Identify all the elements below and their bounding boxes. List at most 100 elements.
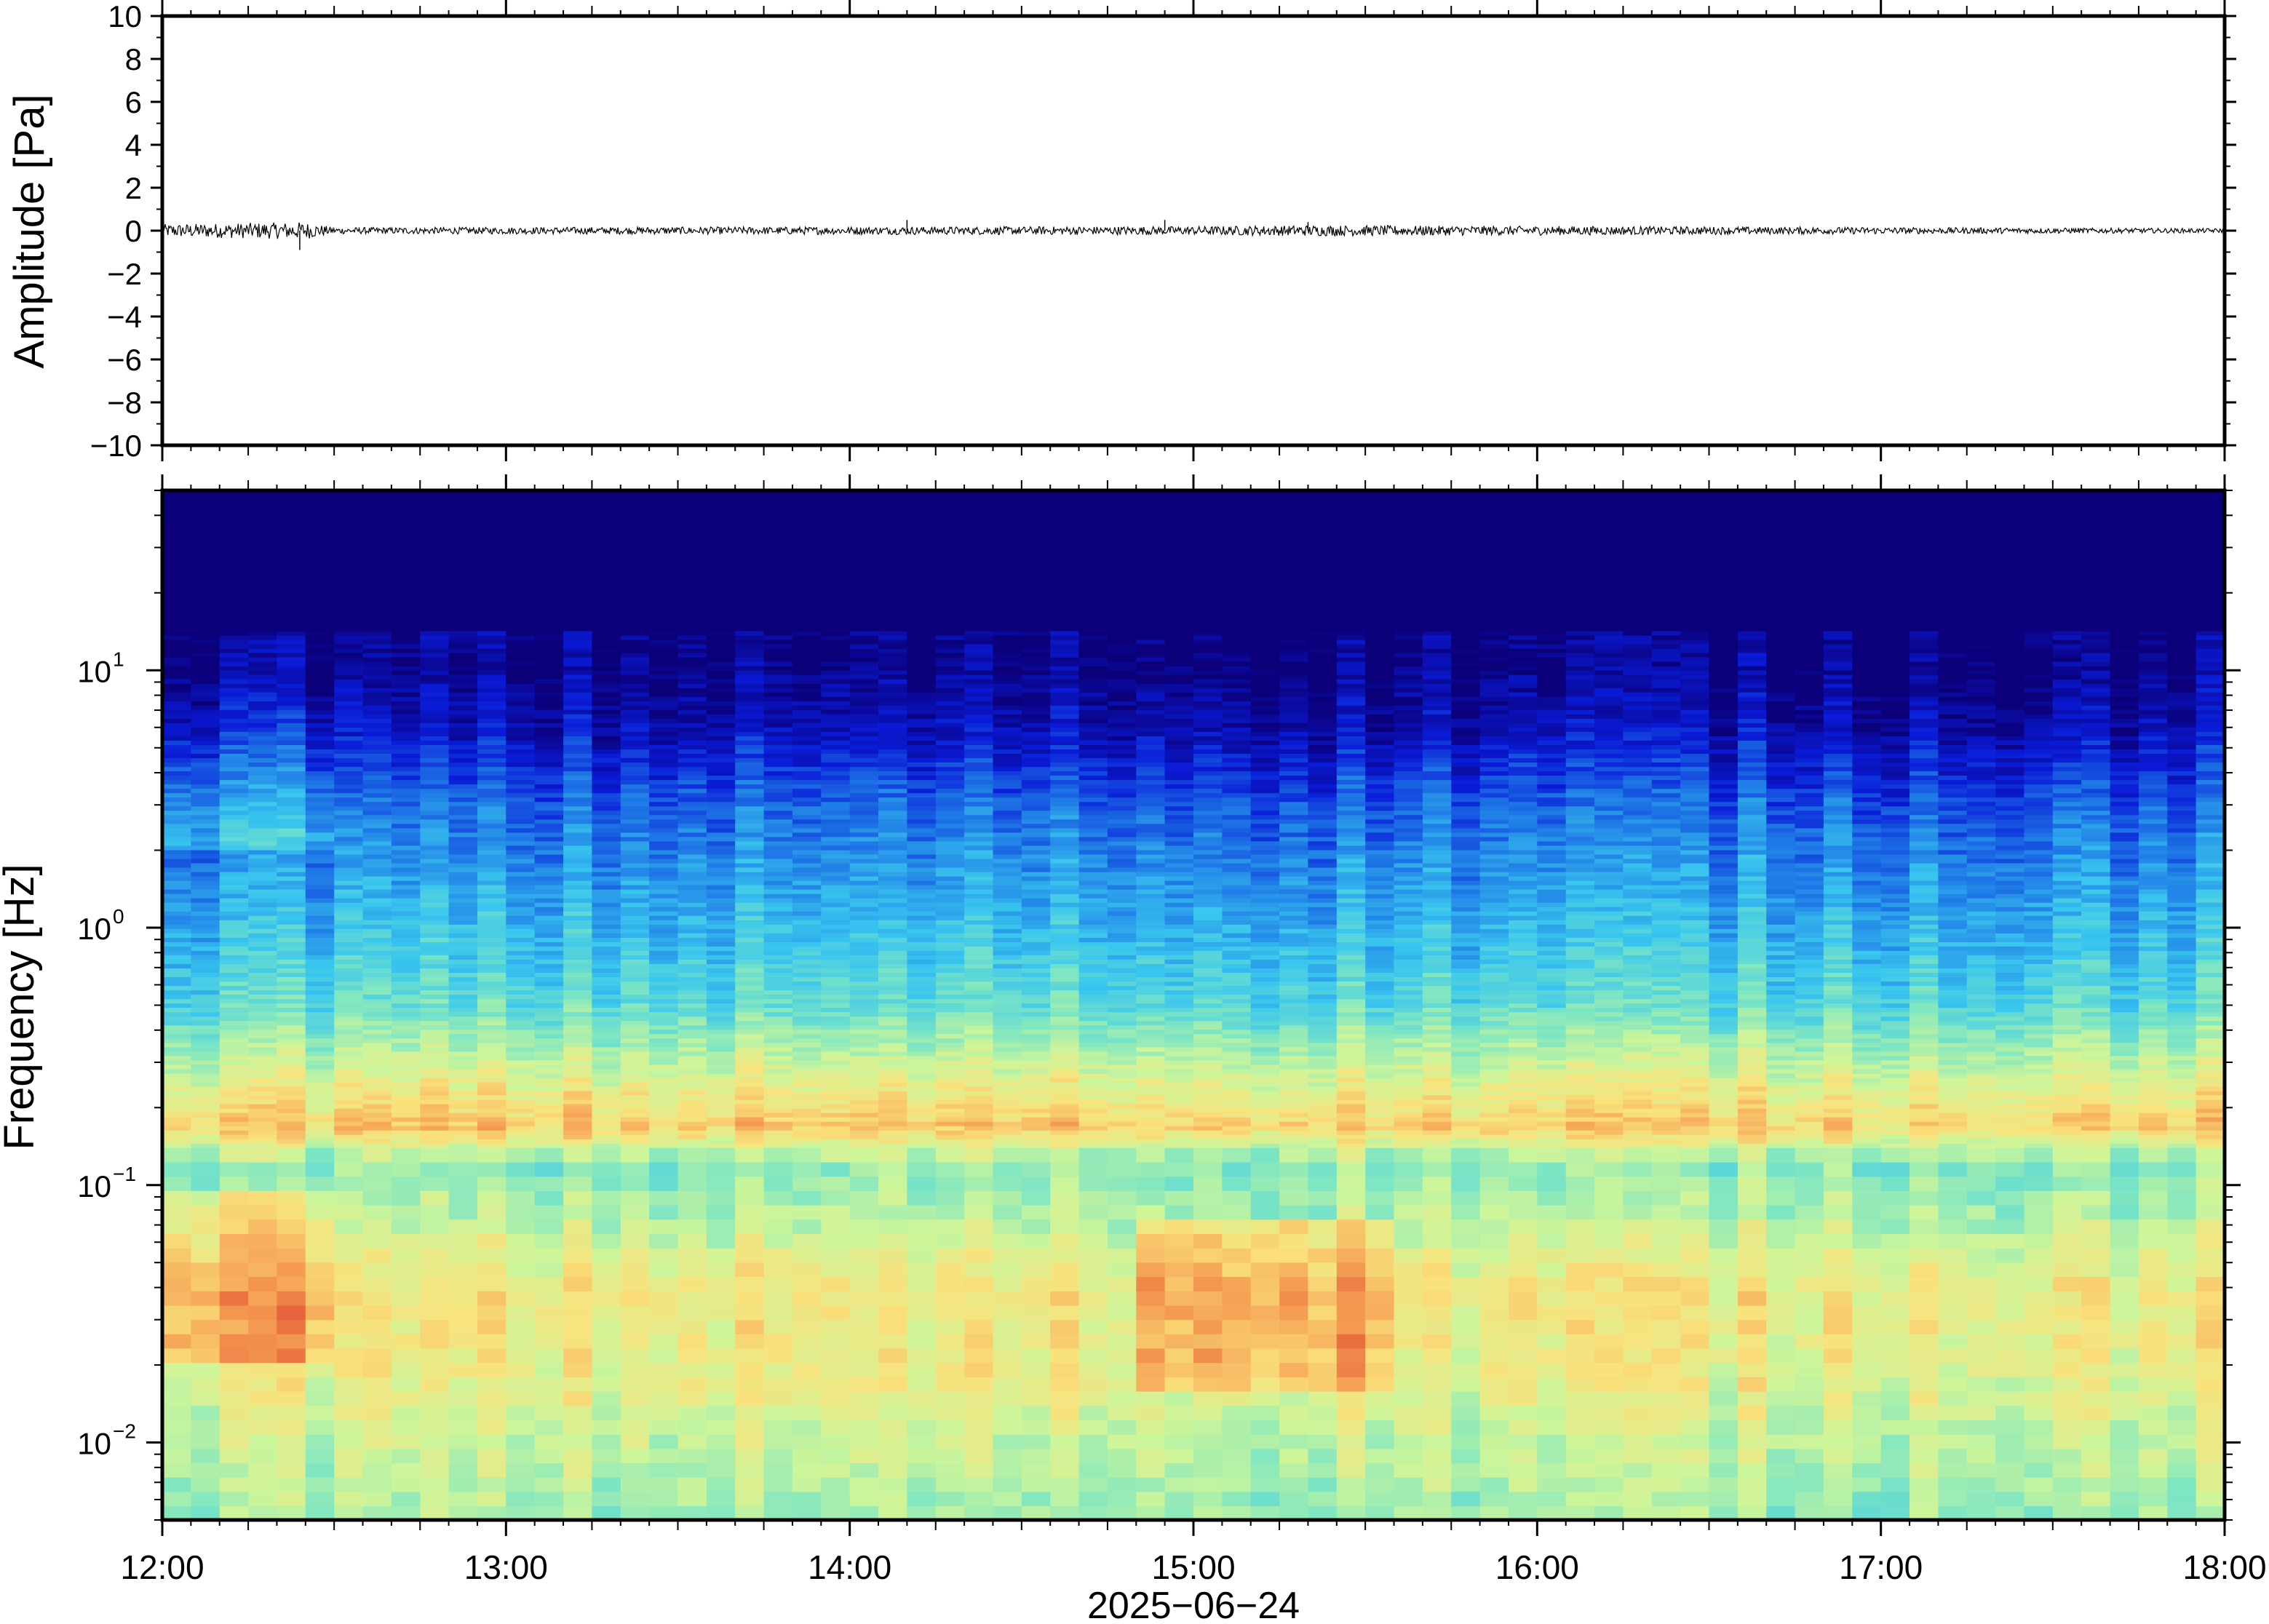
spectrogram-cell — [563, 1046, 593, 1052]
spectrogram-cell — [620, 709, 650, 715]
spectrogram-cell — [763, 901, 793, 907]
spectrogram-cell — [191, 740, 220, 745]
spectrogram-cell — [620, 928, 650, 934]
spectrogram-cell — [792, 920, 822, 925]
spectrogram-cell — [448, 525, 478, 530]
spectrogram-cell — [735, 1068, 765, 1074]
spectrogram-cell — [821, 1029, 851, 1035]
spectrogram-cell — [219, 495, 249, 500]
spectrogram-cell — [563, 976, 593, 982]
spectrogram-cell — [620, 1121, 650, 1126]
spectrogram-cell — [362, 560, 392, 566]
spectrogram-cell — [677, 1064, 707, 1070]
spectrogram-cell — [506, 560, 536, 566]
spectrogram-cell — [477, 687, 507, 693]
spectrogram-cell — [305, 784, 335, 789]
spectrogram-cell — [391, 801, 421, 807]
spectrogram-cell — [162, 805, 192, 811]
spectrogram-cell — [849, 613, 879, 618]
spectrogram-cell — [821, 1081, 851, 1087]
spectrogram-cell — [534, 1029, 564, 1035]
spectrogram-cell — [821, 1046, 851, 1052]
spectrogram-cell — [362, 1042, 392, 1048]
spectrogram-cell — [677, 495, 707, 500]
spectrogram-cell — [706, 1038, 736, 1043]
spectrogram-cell — [649, 1405, 679, 1420]
spectrogram-cell — [277, 1476, 306, 1492]
spectrogram-cell — [391, 849, 421, 855]
spectrogram-cell — [534, 749, 564, 754]
spectrogram-cell — [677, 600, 707, 605]
spectrogram-cell — [792, 858, 822, 864]
spectrogram-cell — [362, 1491, 392, 1507]
spectrogram-cell — [677, 1362, 707, 1377]
spectrogram-cell — [735, 1055, 765, 1061]
spectrogram-cell — [219, 1029, 249, 1035]
spectrogram-cell — [448, 1491, 478, 1507]
spectrogram-cell — [563, 600, 593, 605]
spectrogram-cell — [534, 853, 564, 859]
spectrogram-cell — [907, 701, 937, 706]
spectrogram-cell — [448, 1134, 478, 1139]
spectrogram-cell — [849, 723, 879, 728]
spectrogram-cell — [248, 968, 278, 973]
spectrogram-cell — [907, 976, 937, 982]
spectrogram-cell — [763, 981, 793, 987]
spectrogram-cell — [420, 888, 450, 894]
spectrogram-cell — [248, 634, 278, 640]
spectrogram-cell — [735, 749, 765, 754]
spectrogram-cell — [735, 1024, 765, 1030]
spectrogram-cell — [907, 784, 937, 789]
spectrogram-cell — [792, 723, 822, 728]
spectrogram-cell — [334, 1390, 364, 1406]
spectrogram-cell — [706, 845, 736, 851]
spectrogram-cell — [620, 788, 650, 794]
spectrogram-cell — [420, 1099, 450, 1104]
spectrogram-cell — [362, 731, 392, 736]
spectrogram-cell — [677, 665, 707, 671]
spectrogram-cell — [191, 661, 220, 666]
spectrogram-cell — [677, 823, 707, 829]
spectrogram-cell — [763, 845, 793, 851]
spectrogram-cell — [305, 621, 335, 627]
spectrogram-cell — [191, 955, 220, 960]
spectrogram-cell — [277, 955, 306, 960]
spectrogram-cell — [362, 1003, 392, 1008]
spectrogram-cell — [362, 1190, 392, 1206]
spectrogram-cell — [305, 1126, 335, 1131]
spectrogram-cell — [907, 1068, 937, 1074]
spectrogram-cell — [563, 613, 593, 618]
spectrogram-cell — [677, 556, 707, 562]
spectrogram-cell — [191, 621, 220, 627]
spectrogram-cell — [706, 723, 736, 728]
spectrogram-cell — [878, 1051, 908, 1056]
spectrogram-cell — [248, 1291, 278, 1306]
spectrogram-cell — [248, 893, 278, 899]
spectrogram-cell — [305, 1121, 335, 1126]
spectrogram-cell — [391, 963, 421, 968]
spectrogram-cell — [277, 727, 306, 732]
spectrogram-cell — [907, 1219, 937, 1234]
spectrogram-cell — [248, 1262, 278, 1278]
spectrogram-cell — [592, 994, 621, 1000]
spectrogram-cell — [277, 810, 306, 816]
spectrogram-cell — [534, 1134, 564, 1139]
spectrogram-cell — [277, 875, 306, 881]
spectrogram-cell — [162, 792, 192, 798]
spectrogram-cell — [706, 1362, 736, 1377]
spectrogram-cell — [763, 871, 793, 877]
spectrogram-cell — [162, 1262, 192, 1278]
spectrogram-cell — [878, 634, 908, 640]
spectrogram-cell — [534, 998, 564, 1004]
spectrogram-cell — [219, 771, 249, 776]
spectrogram-cell — [677, 613, 707, 618]
spectrogram-cell — [420, 981, 450, 987]
spectrogram-cell — [763, 1007, 793, 1013]
spectrogram-cell — [305, 643, 335, 649]
spectrogram-cell — [706, 1042, 736, 1048]
spectrogram-cell — [162, 565, 192, 570]
spectrogram-cell — [735, 643, 765, 649]
spectrogram-cell — [219, 762, 249, 768]
spectrogram-cell — [849, 630, 879, 636]
spectrogram-cell — [677, 499, 707, 504]
